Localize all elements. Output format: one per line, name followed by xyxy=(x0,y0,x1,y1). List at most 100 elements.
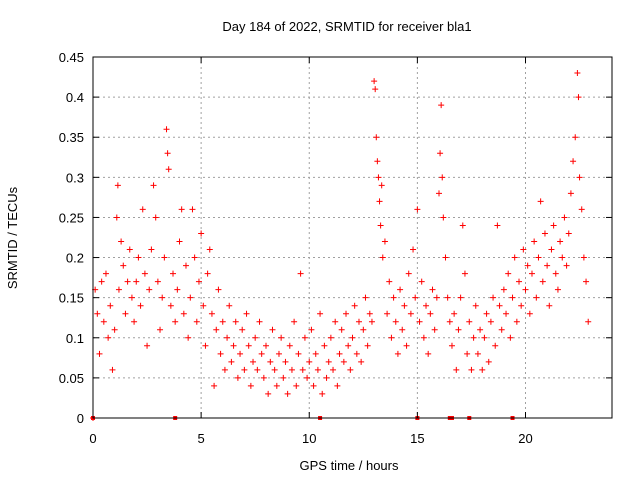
data-point xyxy=(355,318,362,325)
x-axis-label: GPS time / hours xyxy=(300,458,399,473)
data-point xyxy=(191,254,198,261)
x-tick-labels: 0 5 10 15 20 xyxy=(89,431,532,446)
data-point xyxy=(334,382,341,389)
data-point xyxy=(102,270,109,277)
data-point xyxy=(386,278,393,285)
data-point xyxy=(245,342,252,349)
data-point xyxy=(111,326,118,333)
data-point xyxy=(293,382,300,389)
data-point xyxy=(343,310,350,317)
y-tick-label: 0.4 xyxy=(66,90,84,105)
data-point xyxy=(345,342,352,349)
data-point xyxy=(546,302,553,309)
data-point xyxy=(157,326,164,333)
data-point xyxy=(172,318,179,325)
data-point xyxy=(496,302,503,309)
data-points xyxy=(90,70,592,421)
data-point xyxy=(371,78,378,85)
data-point xyxy=(211,382,218,389)
data-point xyxy=(170,270,177,277)
data-point xyxy=(561,214,568,221)
data-point xyxy=(373,134,380,141)
data-point xyxy=(479,366,486,373)
data-point xyxy=(260,374,267,381)
data-point xyxy=(366,310,373,317)
x-tick-label: 10 xyxy=(302,431,316,446)
data-point xyxy=(520,246,527,253)
data-point xyxy=(286,342,293,349)
data-point xyxy=(120,262,127,269)
data-point xyxy=(399,326,406,333)
data-point xyxy=(126,246,133,253)
data-point xyxy=(381,238,388,245)
data-point xyxy=(265,390,272,397)
data-point xyxy=(319,390,326,397)
data-point xyxy=(423,302,430,309)
data-point xyxy=(310,382,317,389)
data-point xyxy=(505,270,512,277)
data-point xyxy=(278,334,285,341)
y-tick-label: 0.05 xyxy=(59,371,84,386)
data-point xyxy=(161,254,168,261)
data-point xyxy=(570,158,577,165)
data-point xyxy=(360,326,367,333)
data-point xyxy=(420,334,427,341)
data-point xyxy=(254,366,261,373)
data-point xyxy=(500,286,507,293)
data-point xyxy=(250,358,257,365)
data-point xyxy=(537,198,544,205)
data-point xyxy=(167,302,174,309)
y-tick-label: 0.35 xyxy=(59,130,84,145)
data-point xyxy=(340,358,347,365)
y-tick-label: 0.45 xyxy=(59,50,84,65)
data-point xyxy=(374,158,381,165)
chart-title: Day 184 of 2022, SRMTID for receiver bla… xyxy=(222,19,471,34)
data-point xyxy=(148,246,155,253)
axis-ticks xyxy=(92,56,612,419)
data-point xyxy=(176,238,183,245)
data-point xyxy=(221,366,228,373)
data-point xyxy=(163,126,170,133)
data-point xyxy=(472,302,479,309)
data-point xyxy=(200,302,207,309)
data-point xyxy=(280,374,287,381)
data-point xyxy=(528,270,535,277)
y-tick-label: 0.15 xyxy=(59,291,84,306)
data-point xyxy=(511,254,518,261)
data-point xyxy=(535,254,542,261)
data-point xyxy=(269,326,276,333)
data-point xyxy=(96,350,103,357)
data-point xyxy=(379,254,386,261)
data-point xyxy=(437,150,444,157)
data-point xyxy=(312,350,319,357)
data-point xyxy=(474,350,481,357)
data-point xyxy=(364,342,371,349)
data-point xyxy=(384,310,391,317)
data-point xyxy=(466,318,473,325)
data-point xyxy=(526,310,533,317)
data-point xyxy=(557,238,564,245)
data-point xyxy=(414,206,421,213)
data-point xyxy=(291,318,298,325)
data-point xyxy=(338,326,345,333)
data-point xyxy=(146,286,153,293)
grid-lines xyxy=(93,57,612,418)
data-point xyxy=(137,302,144,309)
data-point xyxy=(576,174,583,181)
y-tick-label: 0.1 xyxy=(66,331,84,346)
data-point xyxy=(358,358,365,365)
data-point xyxy=(256,318,263,325)
data-point xyxy=(327,334,334,341)
data-point xyxy=(154,278,161,285)
data-point xyxy=(299,366,306,373)
data-point xyxy=(376,198,383,205)
data-point xyxy=(301,334,308,341)
data-point xyxy=(282,358,289,365)
data-point xyxy=(165,166,172,173)
data-point xyxy=(330,366,337,373)
data-point xyxy=(541,230,548,237)
data-point xyxy=(548,246,555,253)
data-point xyxy=(213,326,220,333)
data-point xyxy=(118,238,125,245)
data-point xyxy=(390,294,397,301)
